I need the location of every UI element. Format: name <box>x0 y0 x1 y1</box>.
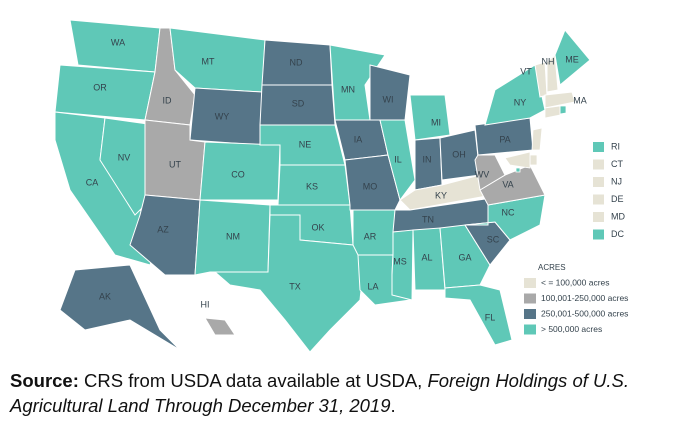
state-shape <box>213 214 366 353</box>
small-state-swatch <box>593 212 604 222</box>
small-state-swatch <box>593 159 604 170</box>
state-label: MS <box>393 256 407 266</box>
state-shape <box>559 105 567 115</box>
state-label: DE <box>611 194 624 204</box>
state-label: WA <box>111 37 125 47</box>
state-shape <box>444 284 513 346</box>
state-label: CA <box>86 177 99 187</box>
state-label: NV <box>118 152 131 162</box>
state-shape <box>204 317 236 336</box>
state-label: AR <box>364 231 377 241</box>
state-label: MI <box>431 117 441 127</box>
state-label: HI <box>201 299 210 309</box>
state-label: CT <box>611 159 623 169</box>
state-label: VT <box>520 66 532 76</box>
small-state-swatch <box>593 194 604 205</box>
state-shape <box>54 64 156 121</box>
state-label: NM <box>226 231 240 241</box>
legend-label: > 500,000 acres <box>541 324 602 334</box>
state-label: WI <box>383 94 394 104</box>
state-label: CO <box>231 169 245 179</box>
state-label: NC <box>502 207 515 217</box>
state-shape <box>504 151 531 169</box>
state-label: NE <box>299 139 312 149</box>
state-shape <box>515 167 521 173</box>
legend-title: ACRES <box>538 263 566 272</box>
state-shape <box>59 264 181 351</box>
legend-label: 100,001-250,000 acres <box>541 293 628 303</box>
state-shape <box>546 53 559 93</box>
state-label: TX <box>289 281 301 291</box>
state-shape <box>531 127 543 151</box>
state-label: RI <box>611 141 620 151</box>
state-shape <box>329 44 386 121</box>
state-shape <box>439 224 491 289</box>
state-shape <box>544 105 561 119</box>
small-state-swatch <box>593 177 604 187</box>
state-label: AZ <box>157 224 169 234</box>
state-shape <box>554 29 591 86</box>
state-label: AK <box>99 291 111 301</box>
map: ACRES RI CT NJ DE MD DC WA OR CA NV ID MT WY UT AZ CO NM… <box>54 19 628 353</box>
state-label: MT <box>202 56 215 66</box>
state-label: WV <box>475 169 490 179</box>
source-end: . <box>390 395 396 416</box>
state-label: DC <box>611 229 624 239</box>
legend-swatch <box>524 278 536 288</box>
legend-label: < = 100,000 acres <box>541 277 610 287</box>
source-lead: Source: <box>10 370 79 391</box>
state-shape <box>544 91 576 109</box>
state-label: TN <box>422 214 434 224</box>
state-label: KY <box>435 190 447 200</box>
state-label: ID <box>163 95 173 105</box>
legend-swatch <box>524 324 536 335</box>
state-shape <box>379 119 416 202</box>
state-label: MA <box>573 95 587 105</box>
state-label: ME <box>565 54 579 64</box>
source-title: Foreign Holdings of U.S. Agricultural La… <box>10 370 629 416</box>
state-label: IA <box>354 134 363 144</box>
state-label: IN <box>423 154 432 164</box>
state-label: GA <box>458 252 471 262</box>
state-label: KS <box>306 181 318 191</box>
state-label: MO <box>363 181 378 191</box>
state-label: SC <box>487 234 500 244</box>
state-label: NY <box>514 97 527 107</box>
state-shape <box>529 154 538 166</box>
source-text: CRS from USDA data available at USDA, <box>84 370 423 391</box>
state-shape <box>409 94 451 141</box>
source-note: Source: CRS from USDA data available at … <box>10 368 690 418</box>
state-label: VA <box>502 179 513 189</box>
state-label: PA <box>499 134 510 144</box>
state-label: SD <box>292 98 305 108</box>
state-label: OK <box>311 222 324 232</box>
legend-swatch <box>524 309 536 319</box>
legend-swatch <box>524 293 536 304</box>
small-state-swatch <box>593 229 604 240</box>
state-label: FL <box>485 312 496 322</box>
state-label: UT <box>169 159 181 169</box>
state-label: LA <box>367 281 378 291</box>
state-label: OH <box>452 149 466 159</box>
state-label: ND <box>290 57 303 67</box>
state-shape <box>369 64 411 121</box>
legend-label: 250,001-500,000 acres <box>541 308 628 318</box>
state-label: WY <box>215 111 230 121</box>
state-label: OR <box>93 82 107 92</box>
state-label: MD <box>611 211 625 221</box>
state-label: IL <box>394 154 402 164</box>
small-state-swatch <box>593 142 604 152</box>
state-shape <box>464 194 546 241</box>
state-label: MN <box>341 84 355 94</box>
state-label: AL <box>421 252 432 262</box>
state-shape <box>474 154 506 191</box>
state-shape <box>484 64 546 126</box>
state-label: NH <box>542 56 555 66</box>
state-label: NJ <box>611 176 622 186</box>
